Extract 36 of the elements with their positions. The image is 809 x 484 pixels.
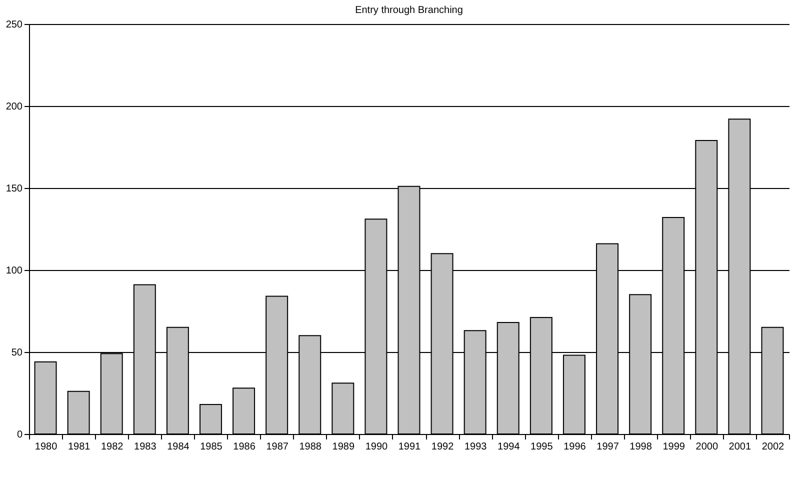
bar — [332, 382, 354, 434]
x-tick-label: 1988 — [299, 442, 322, 452]
chart-title: Entry through Branching — [355, 5, 463, 16]
bar — [34, 361, 57, 434]
y-tick-label: 100 — [6, 266, 23, 276]
x-tick-label: 1984 — [167, 442, 190, 452]
x-tick-label: 1986 — [233, 442, 256, 452]
x-tick-label: 2002 — [762, 442, 785, 452]
x-tick-label: 1990 — [365, 442, 388, 452]
y-tick-label: 150 — [6, 184, 23, 194]
x-tick-label: 1989 — [332, 442, 355, 452]
y-tick-label: 200 — [6, 102, 23, 112]
x-tick-label: 1980 — [34, 442, 58, 452]
x-tick-label: 1981 — [68, 442, 91, 452]
x-tick-label: 1999 — [662, 442, 686, 452]
x-tick-label: 1987 — [266, 442, 289, 452]
x-tick-label: 1997 — [596, 442, 620, 452]
x-tick-label: 2000 — [696, 442, 718, 452]
y-tick-label: 50 — [11, 348, 23, 358]
bar — [232, 388, 256, 434]
x-tick-label: 1993 — [464, 442, 488, 452]
x-tick-label: 1983 — [134, 442, 157, 452]
x-tick-label: 1982 — [100, 442, 124, 452]
x-tick-label: 1995 — [530, 442, 554, 452]
bar — [562, 354, 586, 434]
y-tick-label: 250 — [6, 20, 23, 30]
x-tick-label: 1985 — [200, 442, 223, 452]
x-tick-label: 1992 — [431, 442, 454, 452]
x-tick-label: 1996 — [564, 442, 586, 452]
bar — [200, 404, 222, 434]
x-tick-label: 1998 — [630, 442, 652, 452]
x-tick-label: 1994 — [498, 442, 520, 452]
bar — [67, 390, 90, 434]
x-tick-label: 2001 — [728, 442, 752, 452]
x-tick-label: 1991 — [398, 442, 422, 452]
y-tick-label: 0 — [16, 430, 23, 440]
